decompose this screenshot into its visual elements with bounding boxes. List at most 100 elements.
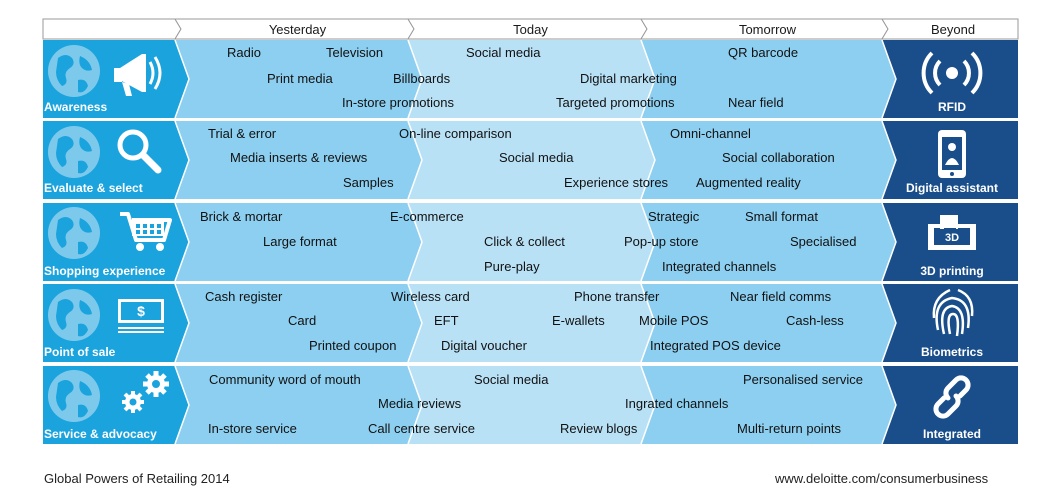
chevron-separator xyxy=(881,283,897,363)
list-item: Phone transfer xyxy=(574,289,660,304)
list-item: Pure-play xyxy=(484,259,540,274)
list-item: Card xyxy=(288,313,317,328)
row-label-awareness: Awareness xyxy=(44,100,108,114)
footer-url[interactable]: www.deloitte.com/consumerbusiness xyxy=(775,471,989,486)
list-item: Billboards xyxy=(393,71,451,86)
list-item: Brick & mortar xyxy=(200,209,283,224)
chevron-separator xyxy=(881,39,897,119)
list-item: Integrated POS device xyxy=(650,338,781,353)
fingerprint-icon xyxy=(932,288,974,337)
chevron-separator xyxy=(881,120,897,200)
chevron-separator xyxy=(640,365,656,445)
beyond-label-rfid: RFID xyxy=(938,100,966,114)
row-awareness-beyond-cell xyxy=(882,40,1018,118)
smartphone-person-icon xyxy=(938,130,966,178)
row-point-of-sale-tomorrow-cell xyxy=(641,284,896,362)
row-evaluate-select-yesterday-cell xyxy=(175,121,422,199)
list-item: E-wallets xyxy=(552,313,605,328)
chevron-separator xyxy=(640,39,656,119)
column-header-today: Today xyxy=(513,22,548,37)
row-service-advocacy-yesterday-cell xyxy=(175,366,422,444)
list-item: Omni-channel xyxy=(670,126,751,141)
list-item: Social collaboration xyxy=(722,150,835,165)
globe-icon xyxy=(48,45,100,97)
list-item: Ingrated channels xyxy=(625,396,729,411)
row-point-of-sale-beyond-cell xyxy=(882,284,1018,362)
rfid-signal-icon xyxy=(921,51,983,95)
globe-icon xyxy=(48,370,100,422)
chevron-separator xyxy=(407,120,423,200)
globe-icon xyxy=(48,207,100,259)
list-item: In-store promotions xyxy=(342,95,454,110)
list-item: Television xyxy=(326,45,384,60)
3d-printer-icon xyxy=(928,215,976,250)
chevron-separator xyxy=(174,39,190,119)
3d-printer-label: 3D xyxy=(945,232,959,244)
chevron-separator xyxy=(174,120,190,200)
row-awareness-today-cell xyxy=(408,40,655,118)
chevron-separator xyxy=(407,283,423,363)
column-header-tomorrow: Tomorrow xyxy=(738,22,797,37)
row-awareness-yesterday-cell xyxy=(175,40,422,118)
list-item: Multi-return points xyxy=(737,421,842,436)
list-item: E-commerce xyxy=(390,209,464,224)
row-label-evaluate-select: Evaluate & select xyxy=(44,181,143,195)
globe-icon xyxy=(48,289,100,341)
header-row xyxy=(42,18,1019,40)
list-item: Media reviews xyxy=(378,396,462,411)
magnifier-icon xyxy=(117,129,162,174)
chevron-separator xyxy=(174,365,190,445)
row-shopping-experience-today-cell xyxy=(408,203,655,281)
list-item: Targeted promotions xyxy=(556,95,675,110)
beyond-label-biometrics: Biometrics xyxy=(920,345,984,359)
column-header-beyond: Beyond xyxy=(930,22,976,37)
list-item: Samples xyxy=(343,175,394,190)
chevron-separator xyxy=(881,365,897,445)
globe-icon xyxy=(48,126,100,178)
shopping-cart-icon xyxy=(120,212,172,251)
row-awareness-tomorrow-cell xyxy=(641,40,896,118)
column-header-yesterday: Yesterday xyxy=(268,22,327,37)
list-item: Printed coupon xyxy=(309,338,397,353)
list-item: On-line comparison xyxy=(399,126,512,141)
row-label-point-of-sale: Point of sale xyxy=(44,345,116,359)
row-label-shopping-experience: Shopping experience xyxy=(44,264,166,278)
beyond-label-3d-printing: 3D printing xyxy=(920,264,984,278)
list-item: Media inserts & reviews xyxy=(230,150,368,165)
list-item: Print media xyxy=(267,71,333,86)
list-item: Wireless card xyxy=(391,289,470,304)
list-item: Strategic xyxy=(648,209,700,224)
chevron-separator xyxy=(407,39,423,119)
chevron-separator xyxy=(407,202,423,282)
list-item: Mobile POS xyxy=(639,313,709,328)
list-item: Augmented reality xyxy=(696,175,801,190)
chevron-separator xyxy=(174,202,190,282)
row-service-advocacy-beyond-cell xyxy=(882,366,1018,444)
list-item: Large format xyxy=(263,234,337,249)
list-item: Social media xyxy=(499,150,574,165)
chevron-separator xyxy=(407,365,423,445)
chevron-separator xyxy=(174,283,190,363)
row-evaluate-select-tomorrow-cell xyxy=(641,121,896,199)
row-service-advocacy-tomorrow-cell xyxy=(641,366,896,444)
list-item: Social media xyxy=(466,45,541,60)
money-icon xyxy=(118,299,164,333)
header-cell-beyond xyxy=(881,18,1019,40)
list-item: Review blogs xyxy=(560,421,638,436)
list-item: Community word of mouth xyxy=(209,372,361,387)
chain-link-icon xyxy=(933,375,971,419)
list-item: Near field comms xyxy=(730,289,832,304)
list-item: EFT xyxy=(434,313,459,328)
beyond-label-integrated: Integrated xyxy=(922,427,981,441)
footer-source: Global Powers of Retailing 2014 xyxy=(44,471,230,486)
list-item: Call centre service xyxy=(368,421,475,436)
list-item: Click & collect xyxy=(484,234,565,249)
chevron-separator xyxy=(881,202,897,282)
list-item: Trial & error xyxy=(208,126,277,141)
list-item: Near field xyxy=(728,95,784,110)
list-item: In-store service xyxy=(208,421,297,436)
list-item: Social media xyxy=(474,372,549,387)
list-item: Integrated channels xyxy=(662,259,777,274)
row-shopping-experience-yesterday-cell xyxy=(175,203,422,281)
